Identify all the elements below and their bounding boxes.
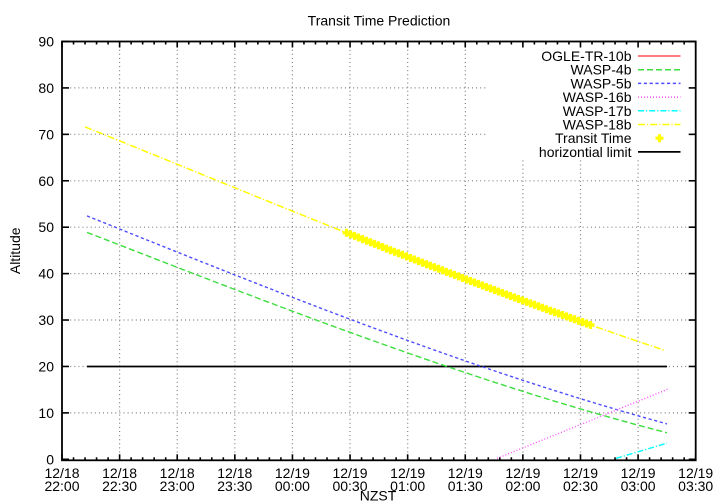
svg-text:12/19: 12/19	[563, 465, 598, 481]
svg-text:02:00: 02:00	[505, 478, 540, 494]
svg-text:12/19: 12/19	[505, 465, 540, 481]
svg-text:WASP-5b: WASP-5b	[571, 75, 632, 91]
svg-text:12/18: 12/18	[217, 465, 252, 481]
svg-text:12/19: 12/19	[390, 465, 425, 481]
svg-text:03:00: 03:00	[621, 478, 656, 494]
svg-text:WASP-4b: WASP-4b	[571, 62, 632, 78]
svg-text:90: 90	[38, 34, 54, 50]
svg-text:23:00: 23:00	[160, 478, 195, 494]
svg-text:12/19: 12/19	[332, 465, 367, 481]
svg-text:12/19: 12/19	[275, 465, 310, 481]
svg-text:01:30: 01:30	[448, 478, 483, 494]
svg-text:WASP-17b: WASP-17b	[563, 103, 632, 119]
svg-text:OGLE-TR-10b: OGLE-TR-10b	[541, 48, 631, 64]
svg-text:80: 80	[38, 80, 54, 96]
svg-text:10: 10	[38, 405, 54, 421]
svg-text:50: 50	[38, 219, 54, 235]
svg-text:Transit Time: Transit Time	[555, 130, 632, 146]
svg-text:22:00: 22:00	[44, 478, 79, 494]
svg-text:12/18: 12/18	[102, 465, 137, 481]
svg-text:00:00: 00:00	[275, 478, 310, 494]
svg-text:0: 0	[46, 451, 54, 467]
svg-text:Transit Time Prediction: Transit Time Prediction	[308, 13, 451, 29]
svg-text:00:30: 00:30	[332, 478, 367, 494]
svg-text:02:30: 02:30	[563, 478, 598, 494]
svg-text:23:30: 23:30	[217, 478, 252, 494]
svg-text:horizontial limit: horizontial limit	[539, 144, 632, 160]
svg-text:40: 40	[38, 266, 54, 282]
svg-text:60: 60	[38, 173, 54, 189]
svg-text:12/19: 12/19	[448, 465, 483, 481]
svg-text:20: 20	[38, 359, 54, 375]
svg-text:WASP-16b: WASP-16b	[563, 89, 632, 105]
svg-text:12/18: 12/18	[44, 465, 79, 481]
svg-text:03:30: 03:30	[678, 478, 713, 494]
svg-text:01:00: 01:00	[390, 478, 425, 494]
svg-text:Altitude: Altitude	[7, 227, 23, 274]
svg-text:12/19: 12/19	[621, 465, 656, 481]
svg-text:12/19: 12/19	[678, 465, 713, 481]
svg-text:NZST: NZST	[360, 488, 397, 504]
svg-text:WASP-18b: WASP-18b	[563, 117, 632, 133]
svg-text:12/18: 12/18	[160, 465, 195, 481]
svg-text:22:30: 22:30	[102, 478, 137, 494]
svg-text:70: 70	[38, 126, 54, 142]
svg-text:30: 30	[38, 312, 54, 328]
